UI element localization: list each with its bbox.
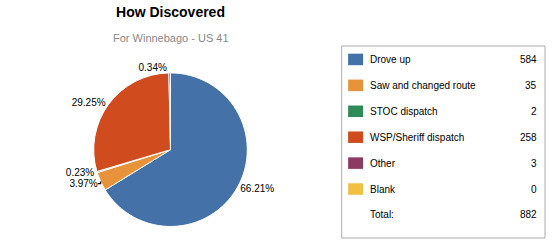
svg-text:66.21%: 66.21% [240, 183, 274, 194]
svg-text:STOC dispatch: STOC dispatch [370, 106, 438, 117]
svg-text:35: 35 [525, 80, 537, 91]
svg-text:29.25%: 29.25% [72, 97, 106, 108]
svg-text:882: 882 [520, 209, 537, 220]
svg-text:584: 584 [520, 54, 537, 65]
svg-text:Total:: Total: [370, 209, 394, 220]
svg-text:3.97%: 3.97% [69, 178, 97, 189]
svg-text:For Winnebago - US 41: For Winnebago - US 41 [113, 32, 229, 44]
svg-text:Drove up: Drove up [370, 54, 411, 65]
svg-text:3: 3 [531, 158, 537, 169]
svg-text:0: 0 [531, 184, 537, 195]
svg-text:0.23%: 0.23% [66, 167, 94, 178]
svg-text:How Discovered: How Discovered [116, 4, 225, 20]
svg-text:2: 2 [531, 106, 537, 117]
svg-text:WSP/Sheriff dispatch: WSP/Sheriff dispatch [370, 132, 464, 143]
svg-text:0.34%: 0.34% [138, 62, 166, 73]
svg-text:Blank: Blank [370, 184, 396, 195]
svg-text:258: 258 [520, 132, 537, 143]
svg-text:Saw and changed route: Saw and changed route [370, 80, 476, 91]
svg-text:Other: Other [370, 158, 396, 169]
